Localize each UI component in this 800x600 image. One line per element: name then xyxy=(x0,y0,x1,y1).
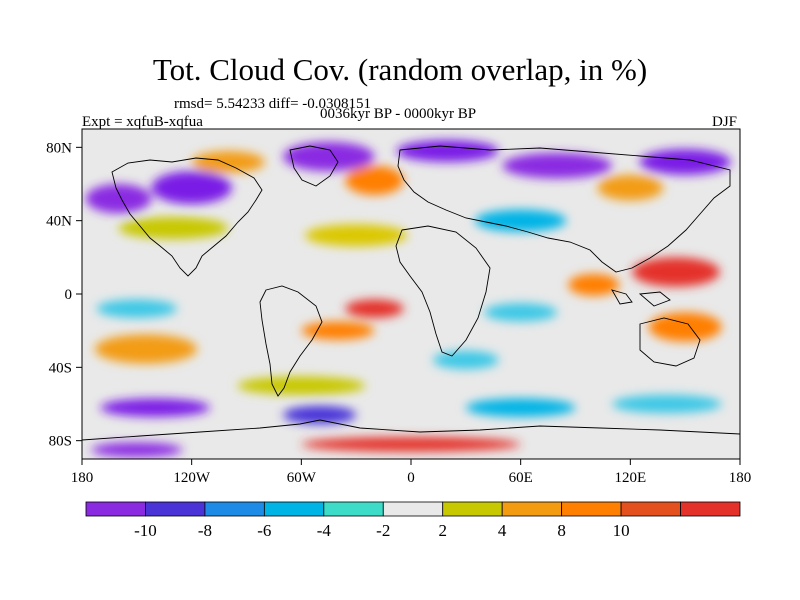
colorbar-swatch xyxy=(323,501,384,517)
anomaly-field xyxy=(85,140,731,458)
colorbar-swatch xyxy=(204,501,265,517)
anomaly-region xyxy=(568,273,620,296)
anomaly-region xyxy=(345,299,404,318)
x-tick-label: 120E xyxy=(614,470,646,486)
colorbar-label: -4 xyxy=(317,521,332,540)
anomaly-region xyxy=(301,321,375,340)
stats-text: rmsd= 5.54233 diff= -0.0308151 xyxy=(174,96,372,112)
anomaly-region xyxy=(396,140,499,162)
x-tick-label: 180 xyxy=(729,470,752,486)
colorbar-label: -8 xyxy=(198,521,212,540)
anomaly-region xyxy=(502,152,613,179)
chart-title: Tot. Cloud Cov. (random overlap, in %) xyxy=(152,52,648,87)
colorbar-labels: -10 -8 -6 -4 -2 2 4 8 10 xyxy=(134,521,629,540)
x-tick-label: 0 xyxy=(407,470,415,486)
anomaly-region xyxy=(191,151,265,173)
anomaly-region xyxy=(94,334,198,364)
anomaly-region xyxy=(283,141,375,172)
anomaly-region xyxy=(91,442,183,458)
anomaly-region xyxy=(151,171,232,205)
y-tick-label: 80S xyxy=(49,434,72,450)
anomaly-region xyxy=(283,405,357,425)
colorbar-label: -6 xyxy=(257,521,271,540)
colorbar-label: -2 xyxy=(376,521,390,540)
anomaly-region xyxy=(237,376,366,395)
colorbar-swatch xyxy=(561,501,622,517)
colorbar-label: -10 xyxy=(134,521,157,540)
colorbar-swatch xyxy=(263,501,325,517)
colorbar-swatch xyxy=(620,501,681,517)
period-text: 0036kyr BP - 0000kyr BP xyxy=(320,106,477,122)
colorbar-label: 2 xyxy=(438,521,447,540)
anomaly-region xyxy=(301,437,521,452)
colorbar-label: 4 xyxy=(498,521,507,540)
anomaly-region xyxy=(474,209,567,232)
anomaly-region xyxy=(345,165,404,195)
y-tick-label: 40N xyxy=(46,214,72,230)
colorbar-swatch xyxy=(85,501,146,517)
colorbar-swatch xyxy=(145,501,206,517)
anomaly-region xyxy=(597,174,664,201)
colorbar-swatch xyxy=(680,501,741,517)
y-tick-label: 40S xyxy=(49,360,72,376)
anomaly-region xyxy=(96,299,178,318)
x-tick-label: 120W xyxy=(173,470,211,486)
anomaly-region xyxy=(465,398,576,417)
colorbar-label: 8 xyxy=(557,521,566,540)
colorbar xyxy=(85,501,741,517)
anomaly-region xyxy=(432,350,499,370)
anomaly-region xyxy=(639,149,731,175)
x-tick-label: 60E xyxy=(509,470,533,486)
anomaly-region xyxy=(100,398,210,417)
colorbar-swatch xyxy=(442,501,503,517)
anomaly-region xyxy=(484,303,558,322)
y-axis: 80N 40N 0 40S 80S xyxy=(46,140,82,450)
season-label: DJF xyxy=(712,114,738,130)
anomaly-region xyxy=(85,184,152,214)
experiment-label: Expt = xqfuB-xqfua xyxy=(82,114,203,130)
x-axis: 180 120W 60W 0 60E 120E 180 xyxy=(71,459,752,486)
colorbar-label: 10 xyxy=(613,521,630,540)
anomaly-region xyxy=(632,257,720,287)
anomaly-region xyxy=(612,394,722,414)
anomaly-region xyxy=(648,312,722,342)
coastlines xyxy=(82,145,740,441)
colorbar-swatch xyxy=(382,501,444,517)
colorbar-swatch xyxy=(501,501,563,517)
y-tick-label: 0 xyxy=(65,287,73,303)
anomaly-region xyxy=(304,224,408,247)
x-tick-label: 60W xyxy=(287,470,317,486)
y-tick-label: 80N xyxy=(46,140,72,156)
x-tick-label: 180 xyxy=(71,470,94,486)
